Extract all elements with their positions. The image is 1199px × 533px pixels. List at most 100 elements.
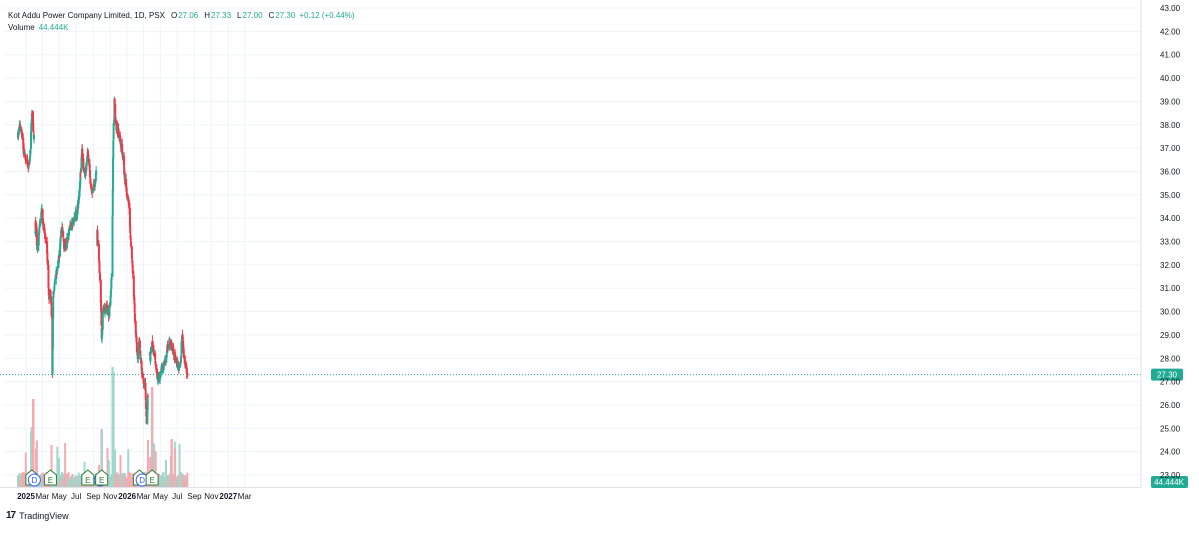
candle-body xyxy=(38,234,41,236)
volume-bar xyxy=(67,472,70,487)
open-value: 27.06 xyxy=(178,11,199,20)
candle-body xyxy=(75,213,78,218)
volume-bar xyxy=(77,472,80,487)
candle-body xyxy=(100,311,103,326)
earnings-marker-icon xyxy=(95,469,109,486)
x-tick-label: Jul xyxy=(172,492,182,501)
candle-body xyxy=(155,365,158,370)
candle-body xyxy=(47,264,50,289)
high-value: 27.33 xyxy=(211,11,232,20)
grid xyxy=(4,7,1140,487)
candle-body xyxy=(66,237,69,248)
volume-bar xyxy=(162,477,165,487)
candle-body xyxy=(182,345,185,353)
y-tick-label: 23.00 xyxy=(1160,471,1181,480)
candle-body xyxy=(99,280,102,304)
candle-body xyxy=(98,261,101,273)
volume-bar xyxy=(64,443,67,487)
candle-body xyxy=(111,189,114,216)
candle-body xyxy=(131,260,134,267)
candle-body xyxy=(80,157,83,172)
candle-body xyxy=(129,225,132,234)
dividend-marker-icon xyxy=(27,473,41,487)
candle-body xyxy=(181,336,184,339)
volume-bar xyxy=(17,475,20,487)
candle-body xyxy=(168,343,171,348)
x-tick-label: Mar xyxy=(35,492,49,501)
volume-bar xyxy=(56,446,59,487)
candle-body xyxy=(52,296,55,320)
candle-body xyxy=(19,127,22,129)
volume-label[interactable]: Volume xyxy=(8,23,35,32)
candle-body xyxy=(128,207,131,227)
candle-body xyxy=(162,365,165,370)
volume-bar xyxy=(112,372,115,487)
x-tick-label: Nov xyxy=(204,492,218,501)
symbol-title[interactable]: Kot Addu Power Company Limited, 1D, PSX xyxy=(8,11,165,20)
x-tick-label: Nov xyxy=(103,492,117,501)
volume-bar xyxy=(146,439,149,487)
candle-body xyxy=(63,246,66,249)
candle-body xyxy=(108,306,111,308)
candle-body xyxy=(106,308,109,311)
volume-bar xyxy=(50,445,53,487)
candle-body xyxy=(17,129,20,136)
candle-body xyxy=(130,241,133,247)
x-tick-label: Mar xyxy=(137,492,151,501)
y-tick-label: 40.00 xyxy=(1160,74,1181,83)
tradingview-brand[interactable]: 17 TradingView xyxy=(6,510,69,521)
y-tick-label: 29.00 xyxy=(1160,331,1181,340)
volume-bar xyxy=(35,440,38,487)
y-tick-label: 32.00 xyxy=(1160,261,1181,270)
candle-body xyxy=(180,341,183,357)
volume-bar xyxy=(114,474,117,487)
candle-body xyxy=(100,330,103,340)
candle-body xyxy=(144,390,147,401)
candle-body xyxy=(145,410,148,417)
earnings-marker-label: E xyxy=(48,476,53,485)
volume-bar xyxy=(118,474,121,487)
x-tick-label: Sep xyxy=(86,492,101,501)
candle-body xyxy=(52,291,55,299)
x-tick-label: Jul xyxy=(71,492,81,501)
y-tick-label: 28.00 xyxy=(1160,354,1181,363)
y-tick-label: 43.00 xyxy=(1160,4,1181,13)
candle-body xyxy=(88,164,91,169)
candle-body xyxy=(50,302,53,306)
candle-body xyxy=(30,113,33,123)
candle-body xyxy=(24,154,27,161)
earnings-marker-icon xyxy=(145,469,159,486)
candle-body xyxy=(106,305,109,309)
candle-body xyxy=(92,184,95,190)
volume-badge-label: 44.444K xyxy=(1154,478,1184,487)
candle-body xyxy=(128,203,131,209)
candle-body xyxy=(99,274,102,281)
candle-body xyxy=(49,290,52,295)
candle-body xyxy=(185,362,188,368)
candle-body xyxy=(62,238,65,250)
candle-body xyxy=(71,220,74,226)
candle-body xyxy=(81,148,84,158)
y-tick-label: 36.00 xyxy=(1160,167,1181,176)
candle-body xyxy=(166,347,169,349)
candle-body xyxy=(40,208,43,210)
candle-body xyxy=(134,321,137,334)
candle-body xyxy=(110,278,113,289)
candle-body xyxy=(130,246,133,259)
last-price-line: 27.30 44.444K xyxy=(0,368,1188,488)
candle-body xyxy=(176,357,179,362)
candle-body xyxy=(81,156,84,158)
volume-bar xyxy=(131,476,134,487)
candle-body xyxy=(101,312,104,330)
last-price-badge xyxy=(1151,368,1183,381)
candle-body xyxy=(35,228,38,247)
y-tick-label: 39.00 xyxy=(1160,97,1181,106)
candle-body xyxy=(33,135,36,139)
candle-body xyxy=(102,306,105,308)
volume-bar xyxy=(180,478,183,487)
candle-body xyxy=(151,340,154,345)
volume-bar xyxy=(186,472,189,487)
candle-body xyxy=(62,231,65,238)
